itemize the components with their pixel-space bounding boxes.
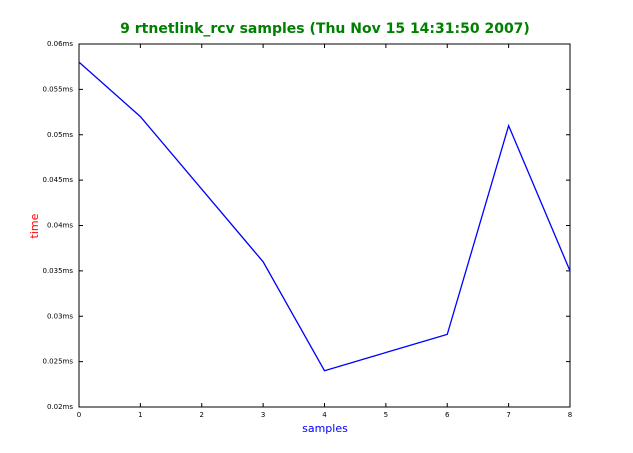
- y-tick-label: 0.02ms: [47, 403, 73, 411]
- chart-title: 9 rtnetlink_rcv samples (Thu Nov 15 14:3…: [120, 21, 530, 37]
- x-tick-label: 5: [384, 411, 388, 419]
- x-tick-label: 1: [138, 411, 142, 419]
- x-tick-label: 8: [568, 411, 572, 419]
- x-axis-label: samples: [302, 422, 348, 435]
- x-tick-label: 7: [506, 411, 510, 419]
- x-tick-label: 3: [261, 411, 265, 419]
- x-tick-label: 4: [322, 411, 327, 419]
- y-tick-label: 0.025ms: [42, 358, 73, 366]
- y-tick-label: 0.05ms: [47, 131, 73, 139]
- y-tick-label: 0.04ms: [47, 222, 73, 230]
- x-tick-label: 2: [200, 411, 204, 419]
- y-tick-label: 0.06ms: [47, 40, 73, 48]
- y-tick-label: 0.045ms: [42, 176, 73, 184]
- data-line: [78, 61, 571, 372]
- x-tick-label: 0: [77, 411, 81, 419]
- y-tick-label: 0.03ms: [47, 312, 73, 320]
- y-axis-label: time: [28, 213, 41, 238]
- y-tick-label: 0.035ms: [42, 267, 73, 275]
- y-tick-label: 0.055ms: [42, 85, 73, 93]
- x-tick-label: 6: [445, 411, 450, 419]
